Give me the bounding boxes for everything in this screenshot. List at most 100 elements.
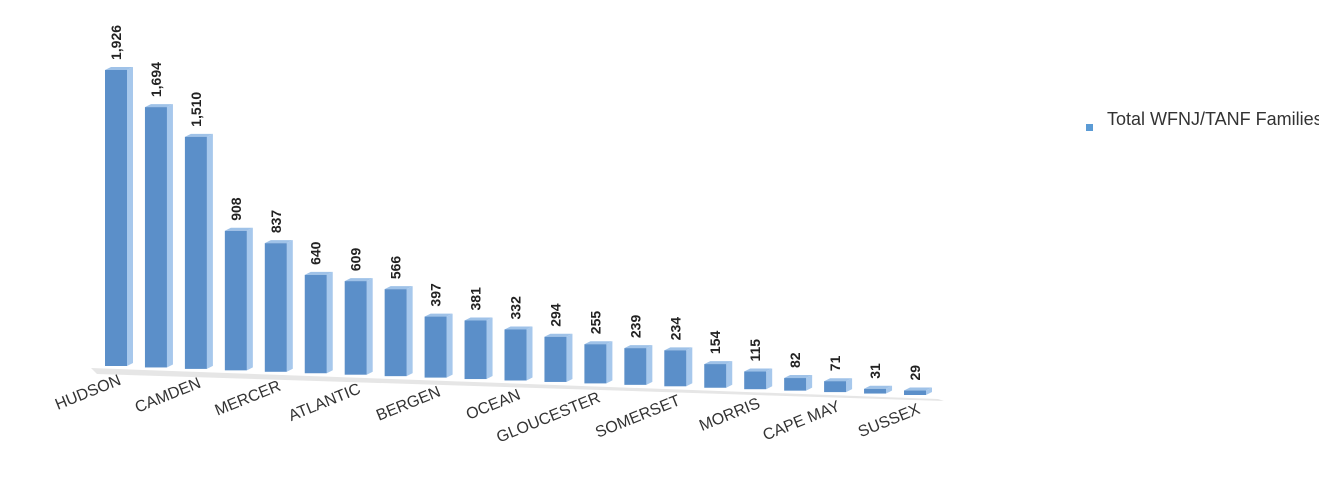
bar-side [646,345,653,385]
bar-2 [144,104,173,368]
bar-side [846,378,853,393]
bar-5 [264,240,293,372]
bar-front [264,243,287,372]
bar-side [366,278,373,375]
bar-top [344,278,373,282]
bar-side [806,375,813,391]
bar-top [744,368,773,372]
bar-side [886,385,893,394]
bar-front [344,281,367,375]
bar-front [664,350,687,387]
bar-side [566,333,573,382]
bar-16 [704,361,733,388]
bar-front [584,344,607,384]
category-label: SOMERSET [593,392,683,441]
legend-swatch [1086,124,1093,131]
value-label: 71 [827,355,843,371]
value-label: 908 [228,197,244,221]
bar-front [144,107,167,368]
bar-side [926,387,932,395]
value-label: 566 [388,256,404,280]
bar-top [464,317,493,321]
value-label: 239 [627,315,643,339]
bar-12 [544,333,573,382]
value-label: 31 [867,363,883,379]
bar-side [166,104,173,368]
bar-side [606,341,613,384]
bar-19 [824,378,853,393]
bar-front [224,230,247,371]
bar-20 [864,385,893,394]
category-label: HUDSON [53,372,124,414]
legend-label: Total WFNJ/TANF Families [1107,109,1319,129]
bar-top [264,240,293,244]
bar-front [424,316,447,378]
value-label: 82 [787,352,803,368]
bar-15 [664,347,693,387]
value-label: 381 [468,287,484,311]
value-label: 397 [428,283,444,307]
bar-9 [424,313,453,378]
bar-side [326,271,333,374]
bar-3 [184,133,213,369]
bar-side [406,286,413,377]
bar-front [864,388,887,394]
bar-front [624,348,647,385]
bar-top [544,333,573,337]
value-label: 154 [707,331,723,355]
value-label: 640 [308,241,324,265]
bar-6 [304,271,333,374]
bar-top [304,271,333,275]
category-label: OCEAN [464,386,523,423]
bar-side [526,326,533,381]
bar-13 [584,341,613,384]
bar-side [286,240,293,372]
bar-side [446,313,453,378]
bar-top [624,345,653,349]
bar-1 [105,67,133,366]
category-label: MERCER [213,378,284,420]
bar-18 [784,375,813,391]
bar-front [744,371,767,390]
bar-front [824,381,847,393]
bar-side [206,133,213,369]
bar-front [704,364,727,388]
bar-10 [464,317,493,380]
value-label: 1,694 [148,62,164,97]
chart-floor [91,368,944,401]
bar-top [504,326,533,330]
bar-side [246,227,253,371]
bar-top [664,347,693,351]
bar-4 [224,227,253,371]
bar-top [904,387,932,391]
bar-top [424,313,453,317]
bar-front [384,289,407,377]
value-label: 115 [747,339,763,362]
bar-top [584,341,613,345]
bar-front [105,70,127,366]
bar-top [704,361,733,365]
bar-top [384,286,413,290]
bar-21 [904,387,932,395]
bar-front [304,274,327,374]
legend: Total WFNJ/TANF Families [1086,108,1319,131]
bar-7 [344,278,373,375]
category-label: CAPE MAY [761,398,843,444]
value-label: 1,926 [108,25,124,60]
bar-top [864,385,893,389]
value-label: 332 [508,296,524,320]
bar-top [105,67,133,70]
bar-side [127,67,133,366]
value-label: 1,510 [188,92,204,127]
bar-side [686,347,693,387]
category-label: MORRIS [697,395,763,435]
bar-front [784,378,807,391]
bar-17 [744,368,773,390]
bar-front [464,320,487,380]
category-label: ATLANTIC [286,381,363,425]
bar-front [504,329,527,381]
bar-11 [504,326,533,381]
bar-top [224,227,253,231]
value-label: 29 [907,365,923,381]
